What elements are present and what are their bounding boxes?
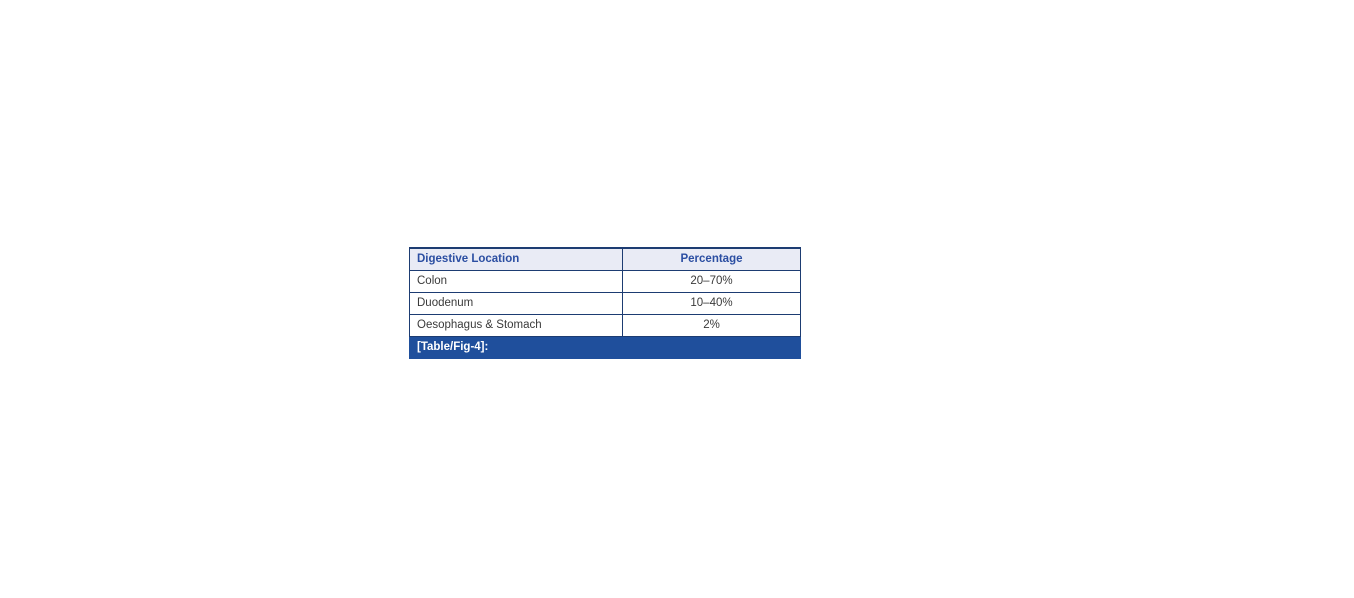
cell-location: Duodenum [409,292,623,315]
table-row: Colon 20–70% [409,270,801,293]
table-header-row: Digestive Location Percentage [409,247,801,271]
cell-percentage: 10–40% [622,292,801,315]
cell-location: Colon [409,270,623,293]
column-header-percentage: Percentage [622,247,801,271]
cell-percentage: 2% [622,314,801,337]
digestive-location-table: Digestive Location Percentage Colon 20–7… [409,247,801,359]
cell-location: Oesophagus & Stomach [409,314,623,337]
table-row: Oesophagus & Stomach 2% [409,314,801,337]
figure-table: Digestive Location Percentage Colon 20–7… [409,247,801,359]
table-caption-row: [Table/Fig-4]: [409,336,801,359]
column-header-digestive-location: Digestive Location [409,247,623,271]
table-caption: [Table/Fig-4]: [409,336,801,359]
cell-percentage: 20–70% [622,270,801,293]
table-row: Duodenum 10–40% [409,292,801,315]
